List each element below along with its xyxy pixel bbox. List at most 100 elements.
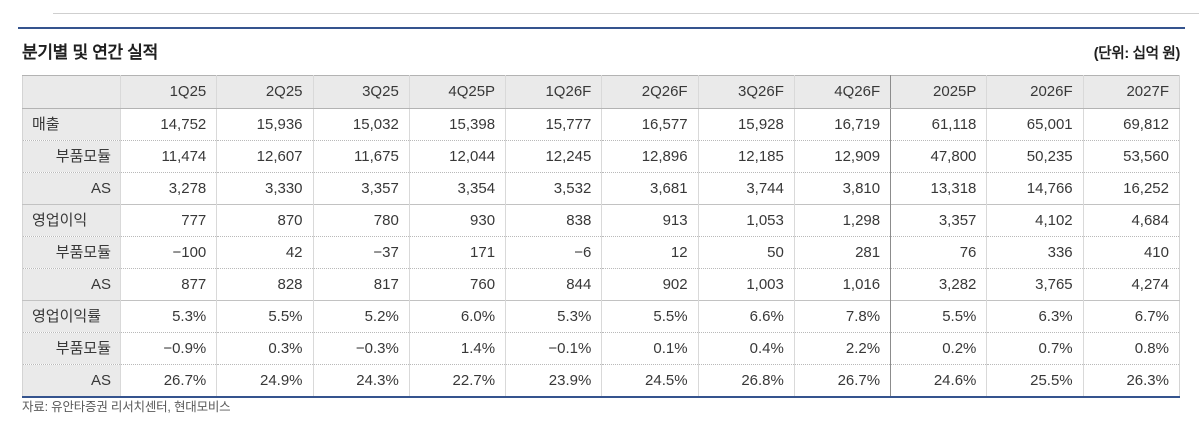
table-cell: 1,003 — [697, 268, 795, 301]
table-caption-bar: 분기별 및 연간 실적 (단위: 십억 원) — [22, 38, 1180, 63]
table-cell: 913 — [601, 204, 699, 237]
table-cell: −6 — [505, 236, 602, 269]
table-cell: 930 — [408, 204, 506, 237]
table-cell: 26.7% — [119, 364, 217, 397]
table-cell: 13,318 — [890, 172, 987, 205]
quarterly-annual-results-table: 1Q25 2Q25 3Q25 4Q25P 1Q26F 2Q26F 3Q26F 4Q26F 202… — [22, 75, 1180, 398]
table-cell: 3,282 — [890, 268, 987, 301]
table-cell: 3,278 — [119, 172, 217, 205]
table-cell: 65,001 — [986, 108, 1084, 141]
table-cell: 3,681 — [601, 172, 699, 205]
table-cell: 281 — [793, 236, 891, 269]
row-label: 영업이익률 — [22, 300, 121, 333]
table-cell: −100 — [119, 236, 217, 269]
table-cell: 5.5% — [601, 300, 699, 333]
table-cell: 15,398 — [408, 108, 506, 141]
table-cell: 171 — [408, 236, 506, 269]
table-cell: 24.3% — [312, 364, 410, 397]
table-cell: 844 — [505, 268, 602, 301]
table-cell: 3,354 — [408, 172, 506, 205]
table-cell: 5.3% — [119, 300, 217, 333]
table-cell: 12,607 — [216, 140, 314, 173]
table-row: AS 3,278 3,330 3,357 3,354 3,532 3,681 3,744 3,8… — [22, 172, 1180, 205]
unit-note: (단위: 십억 원) — [1093, 46, 1181, 62]
table-row: 매출 14,752 15,936 15,032 15,398 15,777 16,577 15… — [22, 108, 1180, 141]
table-cell: 3,765 — [986, 268, 1084, 301]
table-cell: 26.8% — [697, 364, 795, 397]
table-cell: 14,766 — [986, 172, 1084, 205]
table-cell: 76 — [890, 236, 987, 269]
table-cell: 12,896 — [601, 140, 699, 173]
table-cell: 42 — [216, 236, 314, 269]
table-cell: 3,810 — [793, 172, 891, 205]
table-cell: −0.1% — [505, 332, 602, 365]
column-header-1Q26F: 1Q26F — [505, 75, 602, 109]
table-cell: 336 — [986, 236, 1084, 269]
table-cell: 15,777 — [505, 108, 602, 141]
table-cell: 6.0% — [408, 300, 506, 333]
table-row: AS 877 828 817 760 844 902 1,003 1,016 3,282 3,765… — [22, 268, 1180, 301]
table-cell: 26.7% — [793, 364, 891, 397]
table-cell: 0.8% — [1082, 332, 1180, 365]
column-header-2025P: 2025P — [890, 75, 987, 109]
table-cell: 11,474 — [119, 140, 217, 173]
table-cell: 69,812 — [1082, 108, 1180, 141]
column-header-2026F: 2026F — [986, 75, 1084, 109]
table-cell: 817 — [312, 268, 410, 301]
table-cell: 4,684 — [1082, 204, 1180, 237]
table-row: 부품모듈 −100 42 −37 171 −6 12 50 281 76 336 410 — [22, 236, 1180, 269]
table-cell: 0.1% — [601, 332, 699, 365]
table-body: 매출 14,752 15,936 15,032 15,398 15,777 16,577 15… — [22, 108, 1180, 397]
table-cell: 0.2% — [890, 332, 987, 365]
table-header-row: 1Q25 2Q25 3Q25 4Q25P 1Q26F 2Q26F 3Q26F 4Q26F 202… — [22, 75, 1180, 109]
table-cell: 53,560 — [1082, 140, 1180, 173]
table-cell: 7.8% — [793, 300, 891, 333]
table-cell: 5.2% — [312, 300, 410, 333]
table-row: AS 26.7% 24.9% 24.3% 22.7% 23.9% 24.5% 26.8% 26.… — [22, 364, 1180, 397]
table-cell: −0.9% — [119, 332, 217, 365]
table-cell: −37 — [312, 236, 410, 269]
table-cell: 50,235 — [986, 140, 1084, 173]
table-cell: 12 — [601, 236, 699, 269]
table-cell: 877 — [119, 268, 217, 301]
table-cell: 12,245 — [505, 140, 602, 173]
row-label: 부품모듈 — [22, 236, 121, 269]
row-label: AS — [22, 172, 121, 205]
table-cell: 3,357 — [890, 204, 987, 237]
table-cell: 777 — [119, 204, 217, 237]
table-cell: 12,044 — [408, 140, 506, 173]
table-title: 분기별 및 연간 실적 — [22, 43, 158, 62]
table-cell: 15,928 — [697, 108, 795, 141]
table-cell: 0.7% — [986, 332, 1084, 365]
table-cell: 3,357 — [312, 172, 410, 205]
table-cell: 50 — [697, 236, 795, 269]
table-cell: 24.5% — [601, 364, 699, 397]
column-header-4Q25P: 4Q25P — [408, 75, 506, 109]
table-cell: 25.5% — [986, 364, 1084, 397]
table-cell: 24.6% — [890, 364, 987, 397]
column-header-3Q25: 3Q25 — [312, 75, 410, 109]
table-cell: 902 — [601, 268, 699, 301]
table-cell: 410 — [1082, 236, 1180, 269]
table-cell: 5.5% — [890, 300, 987, 333]
table-row: 영업이익률 5.3% 5.5% 5.2% 6.0% 5.3% 5.5% 6.6% 7.8% 5.5… — [22, 300, 1180, 333]
row-label: 영업이익 — [22, 204, 121, 237]
column-header-3Q26F: 3Q26F — [697, 75, 795, 109]
row-label-header — [22, 75, 121, 109]
table-cell: 23.9% — [505, 364, 602, 397]
table-row: 부품모듈 11,474 12,607 11,675 12,044 12,245 12,896… — [22, 140, 1180, 173]
table-cell: 24.9% — [216, 364, 314, 397]
column-header-4Q26F: 4Q26F — [793, 75, 891, 109]
table-cell: −0.3% — [312, 332, 410, 365]
table-cell: 14,752 — [119, 108, 217, 141]
table-cell: 1.4% — [408, 332, 506, 365]
column-header-2027F: 2027F — [1082, 75, 1180, 109]
table-cell: 16,577 — [601, 108, 699, 141]
table-cell: 2.2% — [793, 332, 891, 365]
table-cell: 838 — [505, 204, 602, 237]
table-cell: 3,532 — [505, 172, 602, 205]
table-cell: 828 — [216, 268, 314, 301]
table-cell: 15,032 — [312, 108, 410, 141]
table-cell: 3,744 — [697, 172, 795, 205]
